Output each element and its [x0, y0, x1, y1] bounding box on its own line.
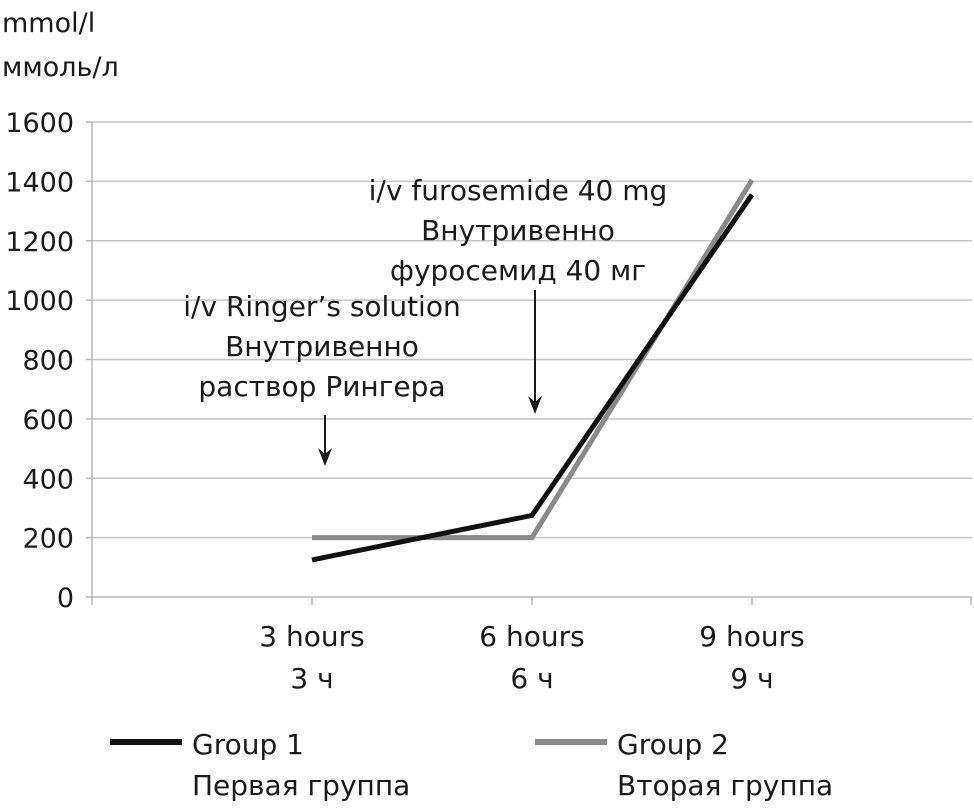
x-tick-label-ru: 3 ч: [290, 662, 333, 695]
y-tick-label: 1400: [5, 167, 74, 198]
x-tick-label-en: 9 hours: [699, 620, 804, 653]
series-line-1: [311, 193, 755, 563]
y-tick-label: 200: [22, 524, 74, 555]
y-axis-ticks: 0 200 400 600 800 1000 1200 1400 1600: [5, 108, 74, 614]
legend-label-ru: Вторая группа: [617, 769, 833, 802]
gridlines: [92, 121, 972, 539]
x-tick-label-ru: 6 ч: [510, 662, 553, 695]
annotation-text: i/v furosemide 40 mg: [369, 174, 668, 207]
annotation-text: раствор Рингера: [198, 370, 445, 403]
annotation-arrow-head: [318, 448, 332, 466]
annotation-arrow-head: [528, 396, 542, 414]
y-tick-label: 800: [22, 346, 74, 377]
y-tick-label: 0: [57, 583, 74, 614]
annotations: i/v Ringer’s solution Внутривенно раствор …: [183, 174, 667, 466]
y-tick-label: 400: [22, 464, 74, 495]
legend-label-en: Group 1: [192, 728, 304, 761]
y-axis-unit-en: mmol/l: [2, 8, 95, 39]
y-tick-label: 1200: [5, 227, 74, 258]
y-axis-unit-ru: ммоль/л: [2, 52, 119, 83]
x-tick-label-ru: 9 ч: [730, 662, 773, 695]
x-tick-label-en: 6 hours: [479, 620, 584, 653]
axes: [86, 121, 972, 605]
x-tick-label-en: 3 hours: [259, 620, 364, 653]
legend-label-ru: Первая группа: [192, 769, 410, 802]
x-axis-labels: 3 hours 3 ч 6 hours 6 ч 9 hours 9 ч: [259, 620, 804, 695]
legend-label-en: Group 2: [617, 728, 729, 761]
y-tick-label: 600: [22, 405, 74, 436]
annotation-text: Внутривенно: [421, 214, 615, 247]
annotation-text: фуросемид 40 мг: [390, 254, 646, 287]
y-tick-label: 1000: [5, 286, 74, 317]
data-series: [311, 178, 755, 563]
legend: Group 1 Первая группа Group 2 Вторая группа: [110, 728, 833, 802]
annotation-text: i/v Ringer’s solution: [183, 290, 460, 323]
annotation-text: Внутривенно: [225, 330, 419, 363]
y-tick-label: 1600: [5, 108, 74, 139]
